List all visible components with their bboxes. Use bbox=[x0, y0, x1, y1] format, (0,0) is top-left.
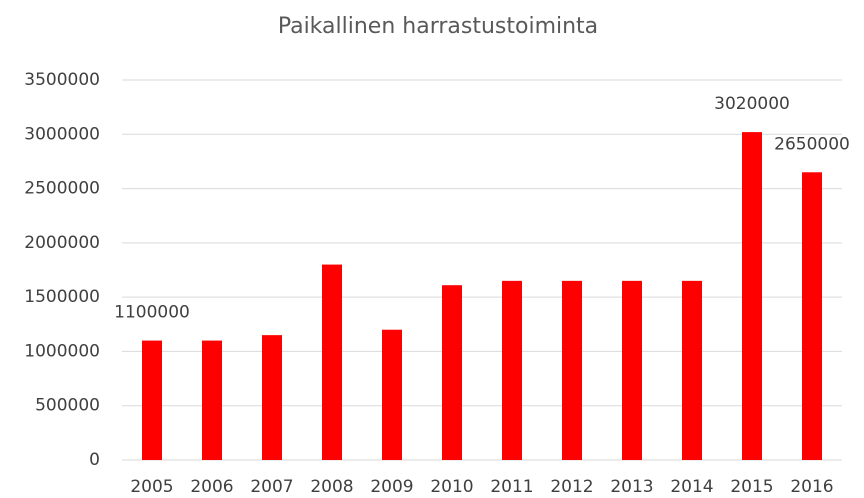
bar bbox=[502, 280, 522, 460]
bar bbox=[442, 285, 462, 460]
bar bbox=[802, 172, 822, 461]
x-tick-label: 2008 bbox=[310, 477, 353, 497]
x-tick-label: 2010 bbox=[430, 477, 473, 497]
x-tick-label: 2012 bbox=[550, 477, 593, 497]
bar bbox=[562, 280, 582, 460]
data-label: 1100000 bbox=[114, 303, 190, 323]
bar bbox=[742, 132, 762, 460]
bar bbox=[142, 340, 162, 460]
x-tick-label: 2011 bbox=[490, 477, 533, 497]
y-tick-label: 0 bbox=[89, 450, 100, 470]
bar bbox=[682, 280, 702, 460]
y-tick-label: 3000000 bbox=[24, 124, 100, 144]
y-tick-label: 3500000 bbox=[24, 70, 100, 90]
x-tick-label: 2005 bbox=[130, 477, 173, 497]
bar bbox=[622, 280, 642, 460]
y-tick-label: 500000 bbox=[35, 396, 100, 416]
x-tick-label: 2015 bbox=[730, 477, 773, 497]
y-tick-label: 2000000 bbox=[24, 233, 100, 253]
bar bbox=[322, 264, 342, 460]
data-label: 3020000 bbox=[714, 94, 790, 114]
x-tick-label: 2014 bbox=[670, 477, 713, 497]
x-tick-label: 2007 bbox=[250, 477, 293, 497]
x-tick-label: 2016 bbox=[790, 477, 833, 497]
y-tick-label: 1500000 bbox=[24, 287, 100, 307]
data-label: 2650000 bbox=[774, 134, 850, 154]
bar bbox=[262, 335, 282, 460]
y-tick-label: 1000000 bbox=[24, 341, 100, 361]
chart-title: Paikallinen harrastustoiminta bbox=[278, 14, 598, 39]
bar bbox=[382, 329, 402, 460]
x-tick-label: 2013 bbox=[610, 477, 653, 497]
x-tick-label: 2006 bbox=[190, 477, 233, 497]
y-tick-label: 2500000 bbox=[24, 179, 100, 199]
x-tick-label: 2009 bbox=[370, 477, 413, 497]
bar bbox=[202, 340, 222, 460]
